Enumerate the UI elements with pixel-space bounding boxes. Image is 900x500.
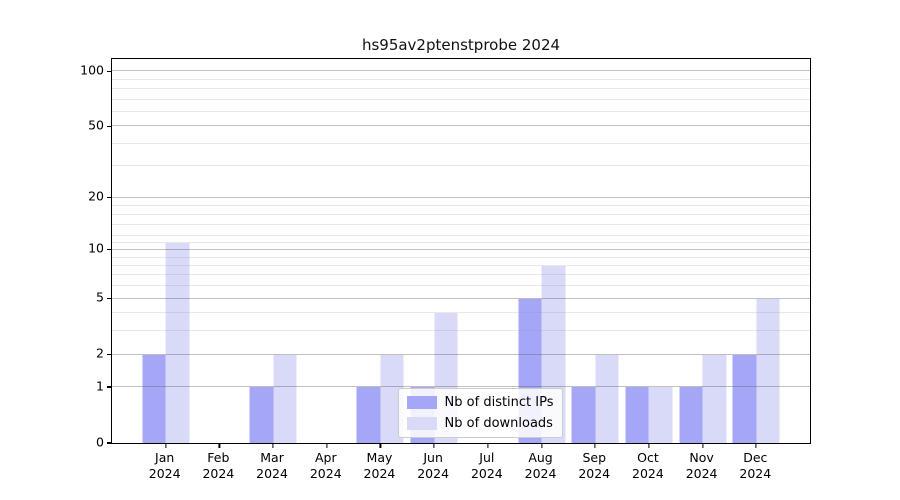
x-tick-label: Dec 2024 [739, 450, 772, 481]
bar-group-nov [679, 59, 727, 443]
y-tick-mark [107, 70, 111, 72]
bar-distinct-ips-mar [249, 387, 274, 443]
x-tick-label: Jun 2024 [417, 450, 450, 481]
x-tick-label: Sep 2024 [578, 450, 611, 481]
bar-distinct-ips-sep [571, 387, 596, 443]
y-tick-label: 2 [96, 345, 104, 361]
x-tick-mark [540, 444, 543, 448]
y-tick-mark [107, 442, 111, 444]
legend-row: Nb of downloads [406, 416, 554, 431]
y-tick-mark [107, 386, 111, 388]
y-tick-label: 5 [96, 289, 104, 305]
y-tick-mark [107, 353, 111, 355]
legend: Nb of distinct IPs Nb of downloads [397, 388, 564, 438]
y-tick-mark [107, 249, 111, 251]
legend-swatch [406, 417, 437, 430]
chart-title: hs95av2ptenstprobe 2024 [361, 36, 561, 54]
x-tick-mark [755, 444, 757, 448]
bar-group-jan [142, 59, 190, 443]
bar-group-dec [732, 59, 780, 443]
y-tick-label: 10 [88, 240, 104, 256]
x-tick-mark [326, 444, 328, 448]
y-tick-mark [107, 197, 111, 199]
bar-distinct-ips-jan [142, 354, 166, 443]
legend-swatch [406, 396, 437, 409]
x-tick-label: Jan 2024 [148, 450, 181, 481]
bar-distinct-ips-nov [679, 387, 703, 443]
bar-group-jun [410, 59, 458, 443]
x-tick-mark [165, 444, 167, 448]
bar-group-feb [196, 59, 243, 443]
y-tick-label: 50 [88, 117, 104, 132]
y-tick-mark [107, 125, 111, 127]
bar-downloads-oct [648, 387, 673, 443]
y-tick-label: 1 [96, 377, 104, 393]
legend-label: Nb of distinct IPs [444, 395, 554, 410]
x-tick-mark [218, 444, 220, 448]
x-tick-mark [648, 444, 650, 448]
bar-group-jul [464, 59, 511, 443]
bar-group-aug [518, 59, 566, 443]
x-tick-mark [702, 444, 704, 448]
y-tick-label: 20 [88, 188, 104, 204]
x-tick-label: Aug 2024 [524, 450, 557, 481]
bar-distinct-ips-oct [625, 387, 649, 443]
x-tick-mark [487, 444, 489, 448]
legend-label: Nb of downloads [444, 416, 553, 431]
bar-group-apr [303, 59, 350, 443]
bar-distinct-ips-dec [732, 354, 757, 443]
x-tick-label: Oct 2024 [632, 450, 664, 481]
x-tick-mark [433, 444, 435, 448]
bar-group-mar [249, 59, 297, 443]
bar-downloads-mar [273, 354, 297, 443]
legend-row: Nb of distinct IPs [406, 395, 554, 410]
x-tick-label: Jul 2024 [470, 450, 503, 481]
bar-downloads-nov [702, 354, 727, 443]
x-tick-label: Apr 2024 [309, 450, 342, 481]
bar-distinct-ips-may [356, 387, 381, 443]
x-tick-label: Feb 2024 [202, 450, 235, 481]
bar-group-oct [625, 59, 673, 443]
bar-downloads-jan [165, 242, 190, 443]
x-axis-tick-labels: Jan 2024 Feb 2024 Mar 2024 Apr 2024 May 2024… [111, 450, 809, 490]
x-tick-label: Nov 2024 [685, 450, 718, 481]
bars-layer [112, 59, 810, 443]
bar-group-may [356, 59, 404, 443]
y-tick-label: 0 [96, 433, 104, 449]
y-axis-tick-labels: 0 1 2 5 10 20 50 100 [0, 58, 104, 447]
y-tick-mark [107, 297, 111, 300]
x-tick-mark [272, 444, 274, 448]
bar-downloads-sep [595, 354, 619, 443]
x-tick-label: Mar 2024 [256, 450, 288, 481]
bar-group-sep [571, 59, 619, 443]
y-tick-label: 100 [80, 61, 104, 77]
x-tick-label: May 2024 [363, 450, 396, 481]
x-tick-mark [379, 444, 382, 448]
x-tick-mark [594, 444, 596, 448]
plot-area: Nb of distinct IPs Nb of downloads [107, 58, 811, 448]
bar-downloads-dec [756, 298, 780, 443]
